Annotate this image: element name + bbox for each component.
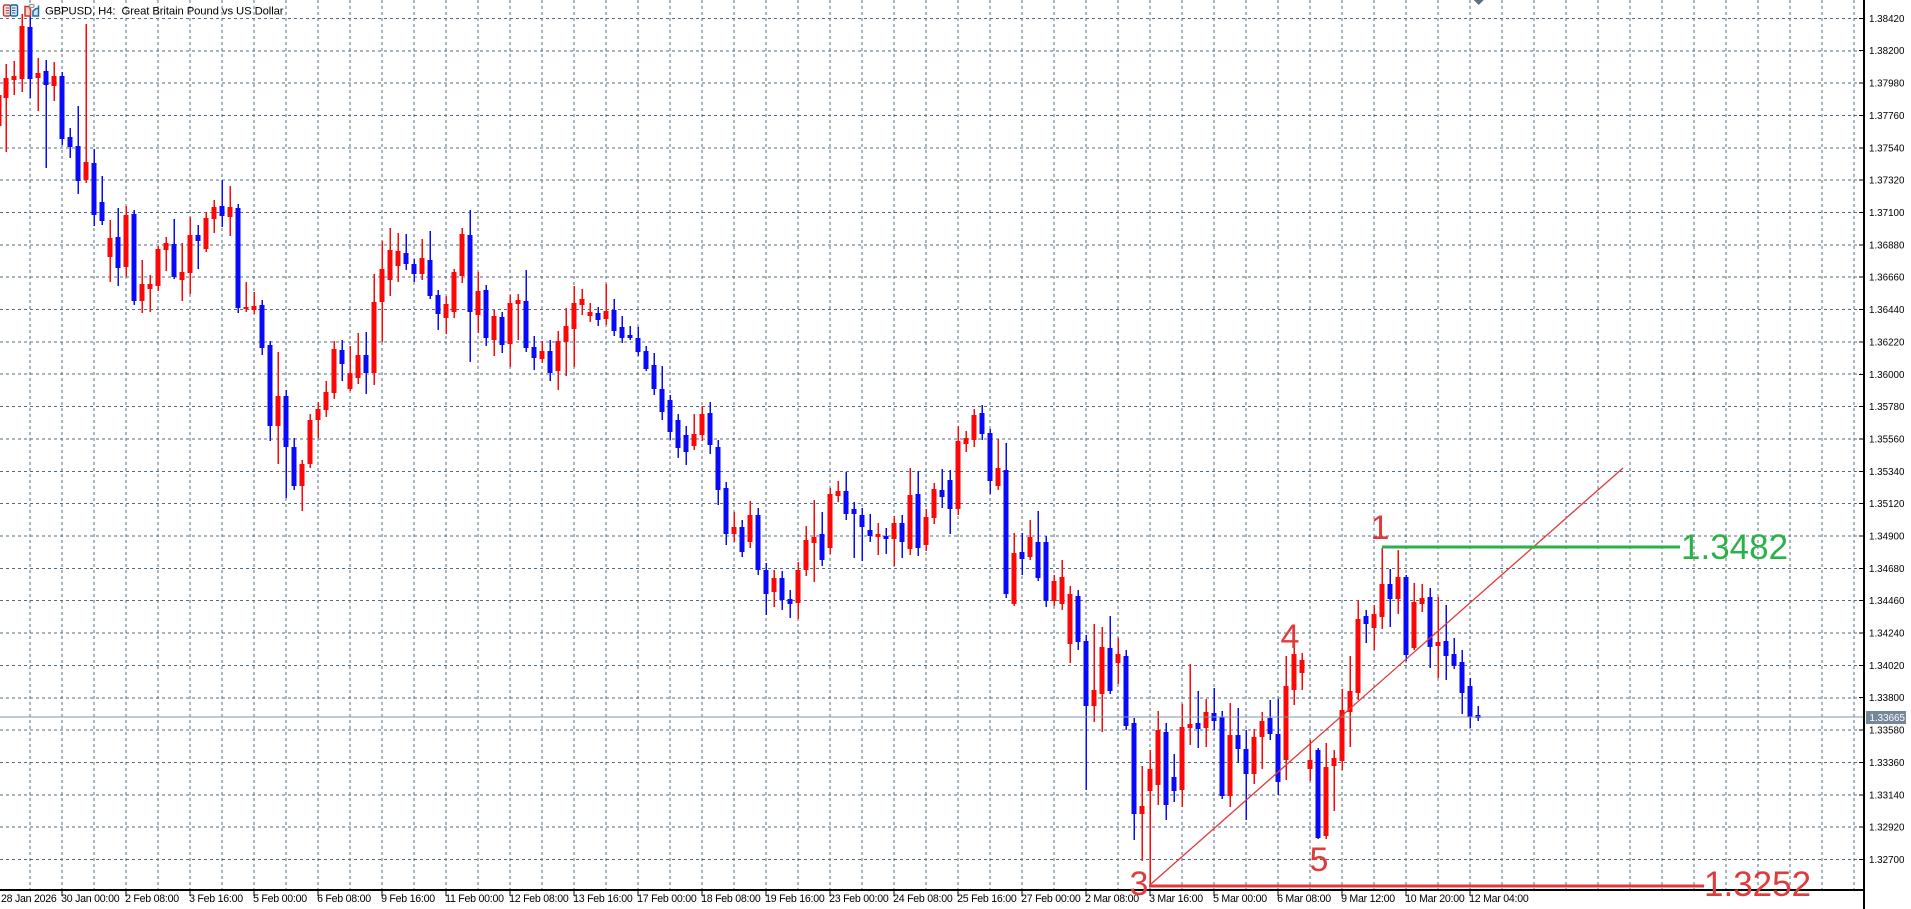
svg-text:12 Mar 04:00: 12 Mar 04:00 <box>1469 893 1529 905</box>
svg-text:1.34020: 1.34020 <box>1869 661 1905 672</box>
svg-text:5 Feb 00:00: 5 Feb 00:00 <box>253 893 307 905</box>
svg-text:1.33360: 1.33360 <box>1869 758 1905 769</box>
svg-text:1.37540: 1.37540 <box>1869 143 1905 154</box>
svg-text:1.34460: 1.34460 <box>1869 596 1905 607</box>
svg-text:1.34240: 1.34240 <box>1869 629 1905 640</box>
svg-text:3 Mar 16:00: 3 Mar 16:00 <box>1149 893 1203 905</box>
svg-text:1.36000: 1.36000 <box>1869 370 1905 381</box>
svg-text:1.35340: 1.35340 <box>1869 467 1905 478</box>
svg-text:9 Mar 12:00: 9 Mar 12:00 <box>1341 893 1395 905</box>
svg-text:5 Mar 00:00: 5 Mar 00:00 <box>1213 893 1267 905</box>
svg-text:1.32700: 1.32700 <box>1869 855 1905 866</box>
svg-text:1.37100: 1.37100 <box>1869 208 1905 219</box>
svg-text:1.35560: 1.35560 <box>1869 434 1905 445</box>
svg-text:1.33580: 1.33580 <box>1869 726 1905 737</box>
svg-text:1.33140: 1.33140 <box>1869 790 1905 801</box>
svg-text:18 Feb 08:00: 18 Feb 08:00 <box>701 893 761 905</box>
svg-text:5: 5 <box>1310 841 1329 879</box>
svg-text:28 Jan 2026: 28 Jan 2026 <box>1 893 57 905</box>
svg-text:1.3482: 1.3482 <box>1681 528 1788 567</box>
svg-text:4: 4 <box>1281 618 1300 656</box>
svg-text:27 Feb 00:00: 27 Feb 00:00 <box>1021 893 1081 905</box>
svg-text:1.35780: 1.35780 <box>1869 402 1905 413</box>
svg-text:24 Feb 08:00: 24 Feb 08:00 <box>893 893 953 905</box>
svg-text:1.36660: 1.36660 <box>1869 273 1905 284</box>
svg-text:6 Feb 08:00: 6 Feb 08:00 <box>317 893 371 905</box>
svg-text:1.36220: 1.36220 <box>1869 337 1905 348</box>
svg-text:1.36880: 1.36880 <box>1869 240 1905 251</box>
svg-text:10 Mar 20:00: 10 Mar 20:00 <box>1405 893 1465 905</box>
svg-text:1.3252: 1.3252 <box>1704 865 1811 904</box>
svg-text:1.34900: 1.34900 <box>1869 532 1905 543</box>
svg-text:GBPUSD, H4: Great Britain Pou: GBPUSD, H4: Great Britain Pound vs US Do… <box>45 6 284 18</box>
svg-text:1.33665: 1.33665 <box>1870 713 1906 724</box>
svg-text:1.36440: 1.36440 <box>1869 305 1905 316</box>
svg-text:11 Feb 00:00: 11 Feb 00:00 <box>445 893 504 905</box>
svg-text:2 Feb 08:00: 2 Feb 08:00 <box>125 893 179 905</box>
svg-text:23 Feb 00:00: 23 Feb 00:00 <box>829 893 889 905</box>
svg-text:1.33800: 1.33800 <box>1869 693 1905 704</box>
svg-text:1.37980: 1.37980 <box>1869 79 1905 90</box>
svg-text:1.38420: 1.38420 <box>1869 14 1905 25</box>
svg-text:1.37760: 1.37760 <box>1869 111 1905 122</box>
svg-text:1: 1 <box>1371 509 1390 547</box>
svg-text:25 Feb 16:00: 25 Feb 16:00 <box>957 893 1017 905</box>
svg-text:1.37320: 1.37320 <box>1869 176 1905 187</box>
svg-text:19 Feb 16:00: 19 Feb 16:00 <box>765 893 825 905</box>
svg-text:2 Mar 08:00: 2 Mar 08:00 <box>1085 893 1139 905</box>
svg-text:30 Jan 00:00: 30 Jan 00:00 <box>61 893 120 905</box>
svg-text:9 Feb 16:00: 9 Feb 16:00 <box>381 893 435 905</box>
svg-text:12 Feb 08:00: 12 Feb 08:00 <box>509 893 569 905</box>
svg-text:13 Feb 16:00: 13 Feb 16:00 <box>573 893 633 905</box>
svg-text:3: 3 <box>1130 865 1149 903</box>
svg-text:1.38200: 1.38200 <box>1869 46 1905 57</box>
svg-text:6 Mar 08:00: 6 Mar 08:00 <box>1277 893 1331 905</box>
svg-text:3 Feb 16:00: 3 Feb 16:00 <box>189 893 243 905</box>
svg-text:1.35120: 1.35120 <box>1869 499 1905 510</box>
svg-text:1.32920: 1.32920 <box>1869 823 1905 834</box>
svg-text:17 Feb 00:00: 17 Feb 00:00 <box>637 893 697 905</box>
svg-text:1.34680: 1.34680 <box>1869 564 1905 575</box>
